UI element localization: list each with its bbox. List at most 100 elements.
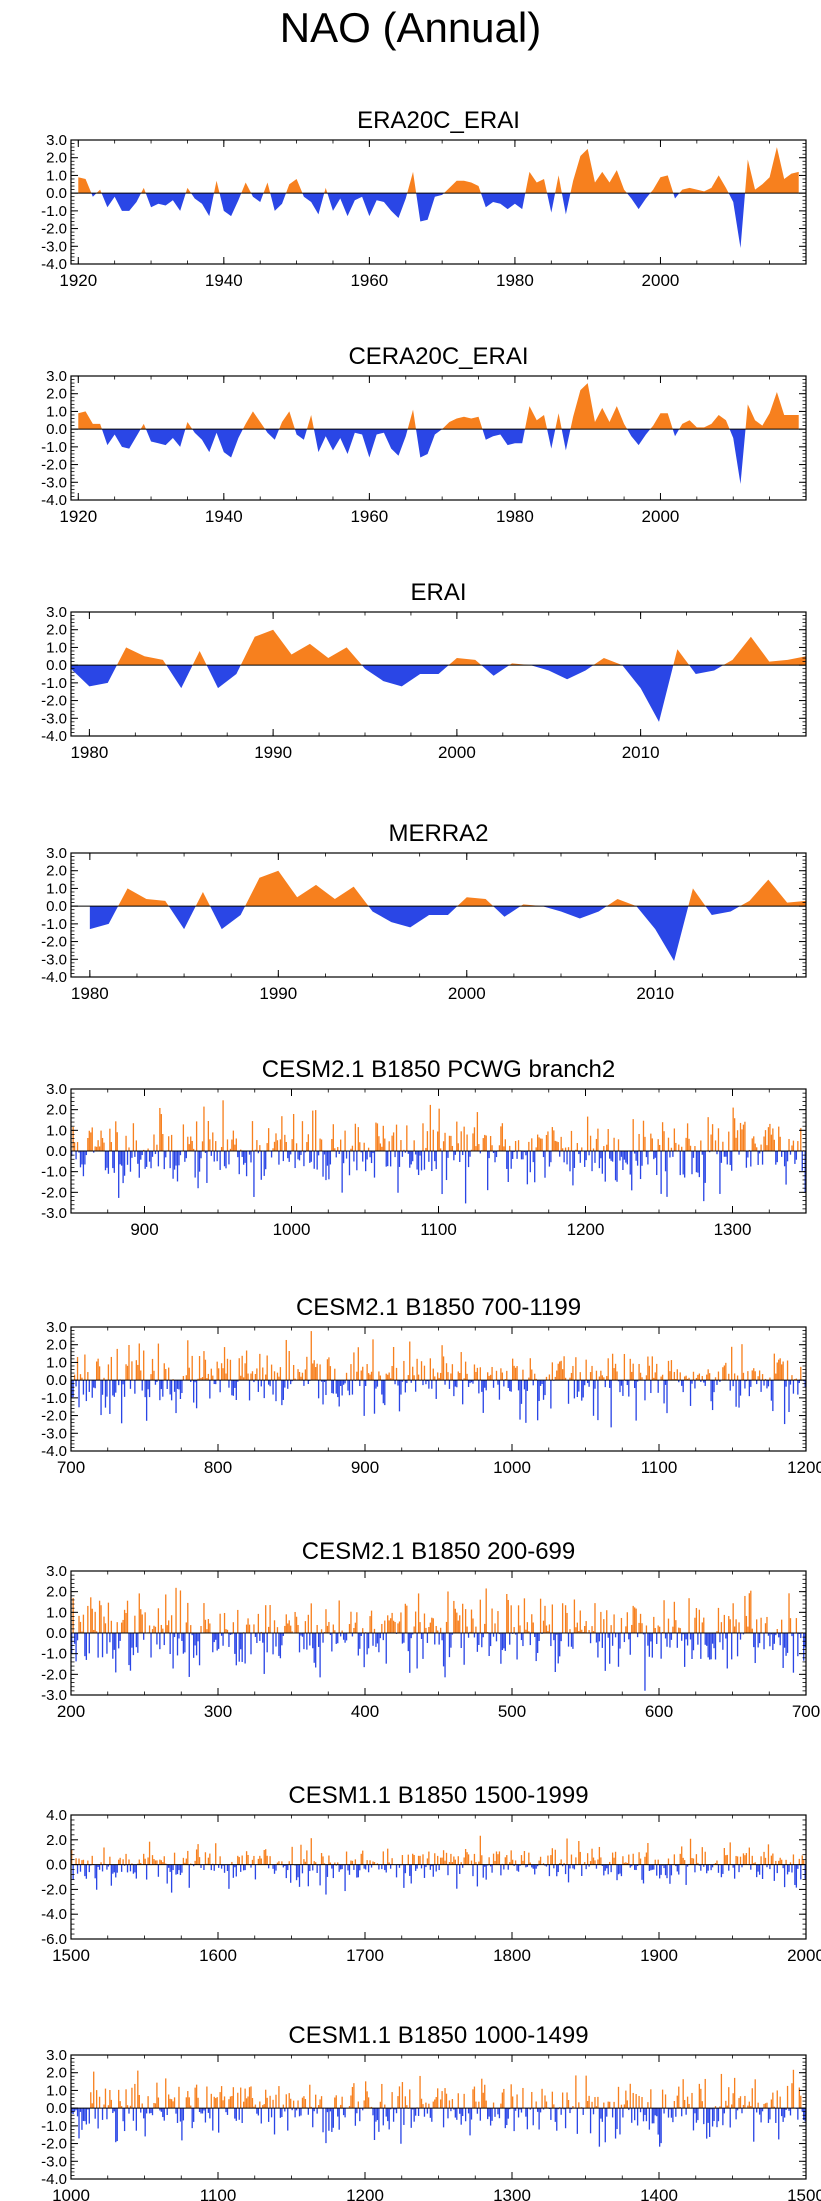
negative-area [728, 193, 746, 249]
positive-bar [294, 1611, 296, 1633]
positive-bar [425, 1627, 427, 1633]
negative-bar [106, 1151, 108, 1168]
positive-bar [561, 1148, 564, 1151]
negative-bar [331, 1633, 333, 1652]
positive-bar [542, 1620, 545, 1633]
positive-bar [273, 1371, 276, 1381]
negative-bar [392, 2108, 395, 2122]
positive-bar [79, 1621, 82, 1633]
negative-bar [489, 1633, 492, 1647]
positive-bar [231, 2096, 233, 2109]
positive-bar [140, 1370, 142, 1381]
positive-bar [801, 1855, 803, 1865]
negative-bar [287, 1864, 289, 1871]
negative-bar [294, 1151, 296, 1169]
negative-bar [73, 2108, 76, 2112]
positive-bar [485, 1135, 487, 1151]
negative-bar [109, 1380, 111, 1414]
positive-bar [426, 1858, 429, 1865]
positive-bar [428, 2103, 430, 2109]
positive-bar [691, 1858, 693, 1865]
positive-bar [697, 1374, 699, 1381]
positive-bar [95, 1361, 98, 1381]
negative-bar [786, 1151, 789, 1162]
negative-bar [462, 1380, 464, 1405]
positive-bar [541, 2088, 543, 2109]
negative-bar [498, 1380, 501, 1400]
negative-bar [425, 1864, 427, 1868]
positive-bar [725, 1362, 727, 1381]
negative-bar [761, 1864, 764, 1879]
positive-bar [388, 1620, 390, 1633]
positive-bar [442, 1141, 445, 1151]
positive-bar [198, 1356, 201, 1381]
negative-bar [238, 2108, 240, 2120]
positive-bar [159, 1859, 161, 1865]
negative-bar [711, 2108, 714, 2127]
positive-bar [463, 1857, 465, 1865]
negative-bar [614, 2108, 617, 2139]
positive-bar [275, 1133, 277, 1151]
positive-bar [385, 1373, 387, 1381]
negative-area [626, 193, 651, 210]
negative-bar [316, 2108, 318, 2114]
negative-bar [660, 2108, 662, 2144]
negative-bar [636, 1633, 639, 1638]
negative-bar [526, 1864, 529, 1867]
negative-bar [506, 1151, 508, 1169]
y-tick-label: -4.0 [41, 256, 67, 273]
positive-bar [685, 1375, 687, 1381]
positive-bar [432, 1618, 434, 1633]
negative-bar [460, 1633, 462, 1649]
positive-bar [653, 1377, 655, 1381]
negative-bar [619, 1380, 621, 1393]
positive-bar [257, 1613, 260, 1633]
positive-bar [103, 1847, 105, 1865]
positive-bar [538, 1860, 540, 1865]
negative-bar [623, 1633, 626, 1643]
negative-bar [626, 1380, 628, 1386]
positive-bar [664, 2094, 667, 2109]
negative-bar [295, 1864, 298, 1881]
positive-bar [348, 1624, 351, 1633]
positive-bar [288, 2093, 290, 2109]
positive-bar [76, 1356, 79, 1381]
negative-bar [256, 1633, 258, 1644]
positive-bar [675, 1142, 677, 1151]
positive-bar [72, 1598, 74, 1633]
positive-bar [219, 1613, 221, 1633]
negative-bar [592, 1380, 595, 1416]
negative-bar [150, 1151, 152, 1169]
negative-bar [359, 1380, 361, 1387]
positive-bar [695, 1377, 698, 1381]
chart-title: ERAI [410, 579, 466, 606]
positive-bar [750, 1590, 752, 1633]
positive-bar [168, 1367, 170, 1381]
positive-bar [644, 1136, 646, 1151]
positive-bar [539, 1856, 542, 1865]
negative-bar [178, 1633, 180, 1639]
negative-bar [129, 1864, 132, 1872]
positive-bar [736, 1856, 739, 1865]
negative-bar [604, 1864, 606, 1871]
negative-bar [641, 1864, 643, 1880]
positive-bar [156, 2082, 158, 2109]
positive-bar [457, 2093, 459, 2109]
positive-bar [407, 1854, 409, 1865]
negative-bar [642, 1864, 645, 1884]
positive-bar [578, 1630, 580, 1633]
negative-bar [162, 2108, 164, 2118]
positive-bar [351, 1145, 354, 1151]
positive-bar [251, 2098, 254, 2109]
positive-bar [491, 1366, 493, 1381]
positive-bar [566, 2092, 568, 2109]
positive-bar [412, 1853, 414, 1865]
negative-area [622, 665, 674, 722]
positive-bar [259, 1353, 261, 1381]
positive-bar [81, 1377, 83, 1381]
positive-bar [544, 2095, 546, 2109]
positive-bar [407, 1375, 409, 1381]
y-tick-label: 1.0 [46, 639, 67, 656]
positive-bar [391, 1135, 393, 1151]
x-tick-label: 1700 [346, 1946, 384, 1965]
